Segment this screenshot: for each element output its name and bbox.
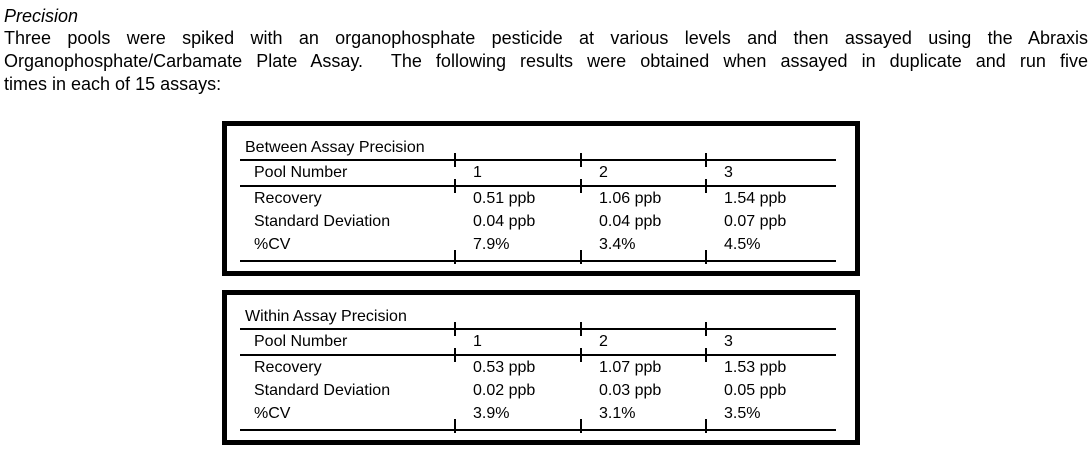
cell-value: 3.5% — [705, 402, 836, 433]
cell-value: 0.03 ppb — [599, 382, 662, 399]
section-title: Precision — [4, 6, 79, 26]
column-header-pool1: 1 — [454, 161, 581, 193]
row-label: %CV — [254, 405, 291, 422]
within-assay-precision-table: Within Assay Precision Pool Number 1 2 3… — [222, 290, 860, 445]
intro-line-1: Three pools were spiked with an organoph… — [4, 28, 1088, 48]
column-header-pool3: 3 — [705, 330, 836, 362]
column-header-pool1: 1 — [454, 330, 581, 362]
row-label: Recovery — [254, 190, 322, 207]
row-percent-cv: %CV 7.9% 3.4% 4.5% — [240, 233, 836, 264]
header-label: Pool Number — [254, 164, 348, 181]
title-spacer-cell — [454, 305, 581, 336]
title-spacer-cell — [705, 305, 836, 336]
title-spacer-cell — [580, 136, 706, 167]
row-label: Standard Deviation — [254, 382, 391, 399]
row-percent-cv: %CV 3.9% 3.1% 3.5% — [240, 402, 836, 433]
row-label: %CV — [254, 236, 291, 253]
title-spacer-cell — [580, 305, 706, 336]
cell-value: 0.05 ppb — [724, 382, 787, 399]
cell-value: 0.04 ppb — [473, 213, 536, 230]
cell-value: 0.53 ppb — [473, 359, 536, 376]
table-title-row: Between Assay Precision — [240, 136, 836, 167]
table-header-row: Pool Number 1 2 3 — [240, 161, 836, 193]
title-spacer-cell — [454, 136, 581, 167]
header-label: Pool Number — [254, 333, 348, 350]
row-label: Recovery — [254, 359, 322, 376]
intro-paragraph: Three pools were spiked with an organoph… — [4, 27, 1088, 96]
between-assay-precision-table: Between Assay Precision Pool Number 1 2 … — [222, 121, 860, 276]
cell-value: 7.9% — [454, 233, 581, 264]
title-spacer-cell — [705, 136, 836, 167]
column-header-pool2: 2 — [580, 161, 706, 193]
cell-value: 0.04 ppb — [599, 213, 662, 230]
between-assay-precision-grid: Between Assay Precision Pool Number 1 2 … — [240, 126, 836, 271]
column-header-pool3: 3 — [705, 161, 836, 193]
cell-value: 1.54 ppb — [724, 190, 787, 207]
intro-line-2: Organophosphate/Carbamate Plate Assay. T… — [4, 51, 1088, 71]
cell-value: 0.07 ppb — [724, 213, 787, 230]
table-header-row: Pool Number 1 2 3 — [240, 330, 836, 362]
row-recovery: Recovery 0.53 ppb 1.07 ppb 1.53 ppb — [240, 356, 836, 379]
cell-value: 3.4% — [580, 233, 706, 264]
cell-value: 3.9% — [454, 402, 581, 433]
cell-value: 1.07 ppb — [599, 359, 662, 376]
table-title-row: Within Assay Precision — [240, 305, 836, 336]
table-title: Between Assay Precision — [245, 139, 425, 156]
within-assay-precision-grid: Within Assay Precision Pool Number 1 2 3… — [240, 295, 836, 440]
intro-line-3: times in each of 15 assays: — [4, 74, 222, 94]
cell-value: 0.51 ppb — [473, 190, 536, 207]
cell-value: 0.02 ppb — [473, 382, 536, 399]
column-header-pool2: 2 — [580, 330, 706, 362]
cell-value: 1.53 ppb — [724, 359, 787, 376]
cell-value: 3.1% — [580, 402, 706, 433]
cell-value: 4.5% — [705, 233, 836, 264]
row-standard-deviation: Standard Deviation 0.04 ppb 0.04 ppb 0.0… — [240, 210, 836, 233]
row-label: Standard Deviation — [254, 213, 391, 230]
row-recovery: Recovery 0.51 ppb 1.06 ppb 1.54 ppb — [240, 187, 836, 210]
cell-value: 1.06 ppb — [599, 190, 662, 207]
row-standard-deviation: Standard Deviation 0.02 ppb 0.03 ppb 0.0… — [240, 379, 836, 402]
table-title: Within Assay Precision — [245, 308, 407, 325]
